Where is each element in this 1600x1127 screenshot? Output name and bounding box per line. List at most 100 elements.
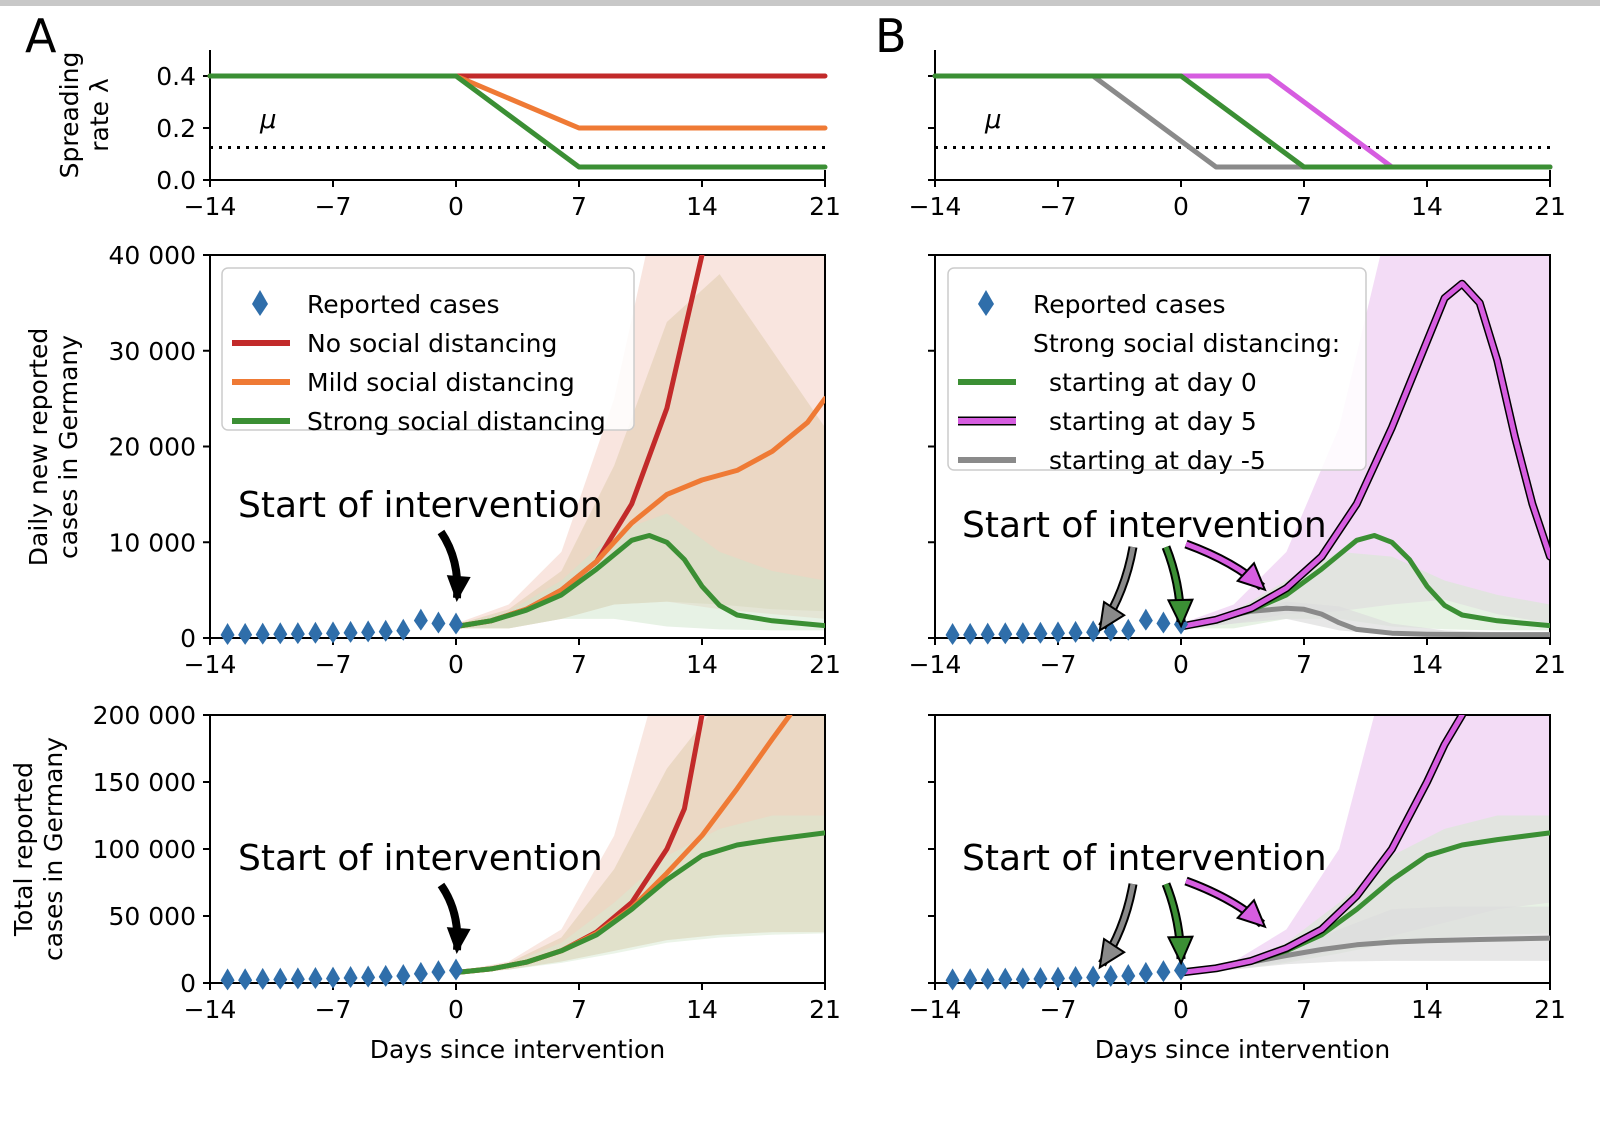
x-tick-label: 14 <box>686 995 718 1024</box>
reported-case-marker <box>343 966 358 989</box>
x-tick-label: −14 <box>909 650 962 679</box>
x-tick-label: −14 <box>909 192 962 221</box>
x-tick-label: 7 <box>571 192 587 221</box>
x-tick-label: 14 <box>686 192 718 221</box>
x-tick-label: 0 <box>1173 650 1189 679</box>
bands-group <box>1181 715 1550 974</box>
band-mild-distancing <box>456 274 825 629</box>
top-border <box>0 0 1600 6</box>
y-tick-label: 30 000 <box>109 337 196 366</box>
y-tick-label: 0 <box>180 969 196 998</box>
legend-label: Mild social distancing <box>307 368 575 397</box>
reported-case-marker <box>255 967 270 990</box>
y-tick-label: 10 000 <box>109 528 196 557</box>
reported-case-marker <box>980 967 995 990</box>
y-tick-label: 20 000 <box>109 433 196 462</box>
arrow-day-minus5-head <box>1098 600 1126 633</box>
reported-case-marker <box>945 623 960 646</box>
legend-label: Reported cases <box>307 290 500 319</box>
reported-case-marker <box>1051 966 1065 989</box>
x-tick-label: 0 <box>448 192 464 221</box>
reported-case-marker <box>945 968 960 991</box>
y-tick-label: 0.2 <box>156 114 196 143</box>
reported-case-marker <box>273 967 288 990</box>
reported-case-marker <box>378 619 393 642</box>
reported-case-marker <box>1015 967 1030 990</box>
total-y-axis-label: cases in Germany <box>39 737 68 961</box>
reported-case-marker <box>1103 964 1118 987</box>
reported-case-marker <box>326 621 340 644</box>
reported-case-marker <box>1138 961 1153 984</box>
x-tick-label: 21 <box>1534 995 1566 1024</box>
x-tick-label: −7 <box>315 192 352 221</box>
y-tick-label: 200 000 <box>93 701 196 730</box>
reported-case-marker <box>1121 618 1136 641</box>
x-tick-label: −7 <box>315 995 352 1024</box>
x-tick-label: 14 <box>1411 995 1443 1024</box>
reported-case-marker <box>343 620 358 643</box>
reported-case-marker <box>1174 958 1188 981</box>
reported-case-marker <box>431 611 446 634</box>
reported-case-marker <box>1033 966 1048 989</box>
y-tick-label: 150 000 <box>93 768 196 797</box>
x-tick-label: 7 <box>1296 650 1312 679</box>
reported-case-marker <box>449 958 463 981</box>
y-tick-label: 100 000 <box>93 835 196 864</box>
total-series-line <box>1178 715 1465 975</box>
reported-case-marker <box>361 620 376 643</box>
reported-case-marker <box>378 964 393 987</box>
x-tick-label: 0 <box>1173 995 1189 1024</box>
reported-case-marker <box>308 966 323 989</box>
reported-case-marker <box>361 965 376 988</box>
x-tick-label: 14 <box>686 650 718 679</box>
arrow-day0-head <box>1166 935 1194 966</box>
legend-label: Strong social distancing <box>307 407 606 436</box>
legend-b <box>947 267 1367 471</box>
legend-label: No social distancing <box>307 329 557 358</box>
x-tick-label: 21 <box>809 995 841 1024</box>
x-tick-label: −7 <box>1040 650 1077 679</box>
x-tick-label: 7 <box>571 995 587 1024</box>
mu-label: μ <box>984 105 1002 135</box>
x-tick-label: 21 <box>809 192 841 221</box>
reported-case-marker <box>238 622 253 645</box>
reported-case-marker <box>290 967 305 990</box>
daily-y-axis-label: Daily new reported <box>24 328 53 566</box>
total-y-axis-label: Total reported <box>9 762 38 937</box>
annotation-start-intervention: Start of intervention <box>238 838 603 879</box>
x-tick-label: 0 <box>448 650 464 679</box>
lambda-series-line <box>932 73 1553 170</box>
reported-case-marker <box>308 621 323 644</box>
x-tick-label: 21 <box>809 650 841 679</box>
reported-case-marker <box>1121 964 1136 987</box>
reported-case-marker <box>1156 960 1171 983</box>
reported-case-marker <box>1138 608 1153 631</box>
x-tick-label: −14 <box>184 192 237 221</box>
x-tick-label: 21 <box>1534 650 1566 679</box>
mu-label: μ <box>259 105 277 135</box>
legend-label: Reported cases <box>1033 290 1226 319</box>
reported-case-marker <box>1156 611 1171 634</box>
reported-case-marker <box>1086 965 1101 988</box>
reported-case-marker <box>273 622 288 645</box>
reported-case-marker <box>963 968 978 991</box>
x-axis-label: Days since intervention <box>370 1035 665 1064</box>
reported-case-marker <box>396 618 411 641</box>
panel-label-b: B <box>875 9 907 63</box>
legend-marker <box>252 290 268 316</box>
lambda-y-axis-label: rate λ <box>85 78 114 152</box>
reported-case-marker <box>1086 620 1101 643</box>
reported-case-marker <box>1033 621 1048 644</box>
y-tick-label: 50 000 <box>109 902 196 931</box>
legend-label: starting at day 0 <box>1049 368 1257 397</box>
reported-case-marker <box>1068 966 1083 989</box>
legend-label: starting at day 5 <box>1049 407 1257 436</box>
reported-case-marker <box>326 966 340 989</box>
daily-series-line <box>453 533 825 629</box>
reported-case-marker <box>238 968 253 991</box>
arrow-day-minus5-head <box>1098 937 1126 970</box>
lambda-series-line <box>207 73 828 170</box>
legend-label: starting at day -5 <box>1049 446 1266 475</box>
y-tick-label: 0.0 <box>156 166 196 195</box>
